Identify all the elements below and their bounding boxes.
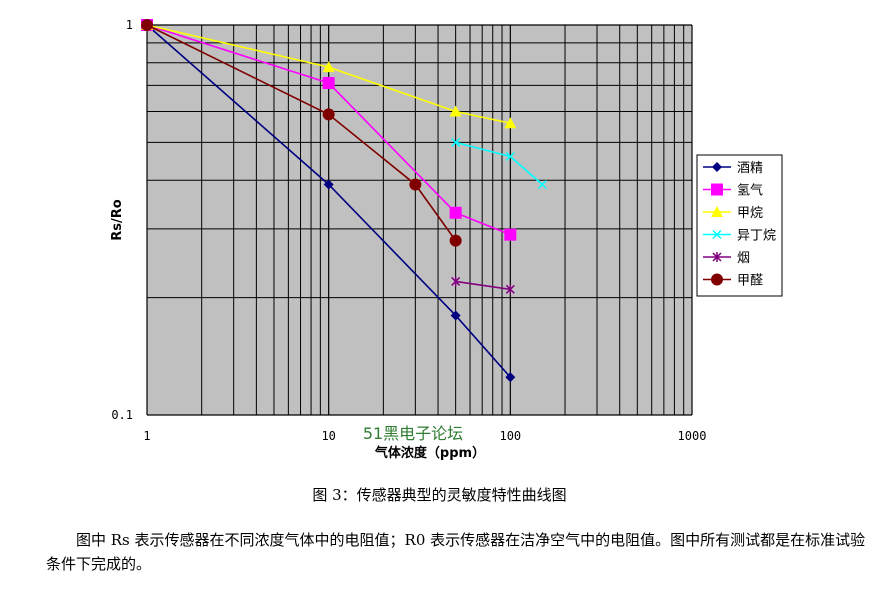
- data-point: [505, 151, 515, 162]
- legend-marker: [712, 252, 722, 262]
- series-line: [455, 280, 511, 291]
- watermark-text: 51黑电子论坛: [363, 424, 463, 443]
- data-point: [449, 105, 462, 117]
- series-5: [451, 276, 515, 295]
- legend-item: 甲醛: [703, 273, 763, 289]
- description-paragraph: 图中 Rs 表示传感器在不同浓度气体中的电阻值；R0 表示传感器在洁净空气中的电…: [46, 531, 866, 573]
- legend-item: 甲烷: [703, 206, 763, 221]
- series-line: [146, 24, 457, 242]
- grid-lines: [146, 24, 693, 416]
- legend-label: 甲醛: [737, 273, 763, 289]
- legend-label: 酒精: [737, 161, 763, 176]
- x-tick-label: 1: [143, 429, 150, 443]
- y-axis-title: Rs/Ro: [110, 199, 125, 241]
- data-point: [322, 108, 335, 121]
- data-point: [449, 206, 462, 219]
- sensitivity-chart: 1 10 100 1000 0.11 气体浓度（ppm） Rs/Ro 51黑电子论坛 …: [110, 18, 783, 461]
- data-point: [537, 179, 547, 190]
- legend-item: 异丁烷: [703, 229, 776, 244]
- x-tick-label: 100: [499, 429, 521, 443]
- data-point: [505, 372, 516, 383]
- series-line: [146, 24, 511, 124]
- data-point: [504, 228, 517, 241]
- data-point: [450, 310, 461, 321]
- data-point: [449, 234, 462, 247]
- plot-area: [141, 19, 693, 416]
- y-tick-labels: 0.11: [111, 18, 133, 422]
- series-4: [451, 137, 547, 190]
- data-point: [504, 117, 517, 129]
- series-line: [146, 24, 511, 378]
- legend-marker: [712, 162, 722, 172]
- data-point: [505, 284, 515, 295]
- series-3: [141, 19, 517, 129]
- data-point: [451, 276, 461, 287]
- y-tick-label: 1: [126, 18, 133, 32]
- legend-marker: [711, 183, 723, 196]
- legend-label: 氢气: [737, 183, 763, 199]
- series-layer: [141, 19, 547, 383]
- x-tick-label: 1000: [678, 429, 707, 443]
- legend-item: 氢气: [703, 183, 763, 199]
- data-point: [451, 137, 461, 147]
- legend-label: 甲烷: [737, 206, 763, 221]
- data-point: [141, 19, 153, 31]
- x-tick-label: 10: [321, 429, 335, 443]
- legend-item: 烟: [703, 251, 750, 266]
- data-point: [323, 179, 334, 190]
- legend-box: [696, 154, 783, 297]
- series-line: [146, 24, 511, 236]
- legend-marker: [711, 273, 723, 286]
- legend-marker: [712, 229, 722, 240]
- data-point: [322, 61, 335, 73]
- x-axis-title: 气体浓度（ppm）: [375, 445, 485, 461]
- series-6: [141, 19, 462, 247]
- legend-marker: [711, 206, 723, 217]
- legend-label: 异丁烷: [737, 229, 776, 244]
- x-tick-labels: 1 10 100 1000: [143, 429, 706, 443]
- figure-caption: 图 3：传感器典型的灵敏度特性曲线图: [312, 486, 567, 504]
- plot-background: [147, 25, 692, 415]
- y-tick-label: 0.1: [111, 408, 133, 422]
- legend-label: 烟: [737, 251, 750, 266]
- legend-item: 酒精: [703, 161, 763, 176]
- data-point: [322, 77, 335, 90]
- data-point: [409, 178, 422, 191]
